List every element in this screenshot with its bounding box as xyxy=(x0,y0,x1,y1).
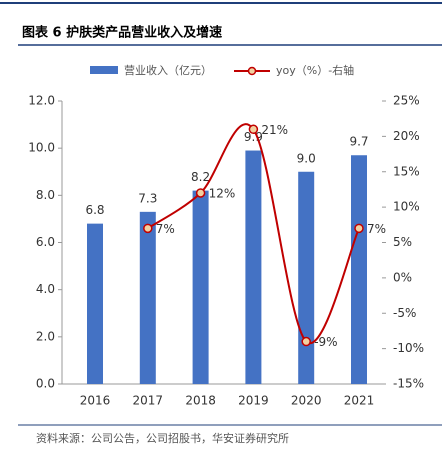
bar-label: 7.3 xyxy=(138,191,157,205)
y-tick-label: 10.0 xyxy=(28,141,55,155)
x-tick-label: 2017 xyxy=(133,394,164,408)
bar xyxy=(87,223,103,384)
line-marker xyxy=(143,223,153,234)
x-tick-label: 2016 xyxy=(80,394,111,408)
line-label: 21% xyxy=(261,123,288,137)
bar xyxy=(245,150,262,384)
line-marker xyxy=(354,223,364,234)
y-tick-label: 2.0 xyxy=(36,329,55,343)
y2-tick-label: 15% xyxy=(393,164,420,178)
bar xyxy=(192,190,209,384)
y-tick-label: 8.0 xyxy=(36,188,55,202)
line-label: -9% xyxy=(314,335,337,349)
bar xyxy=(298,171,315,384)
x-tick-label: 2020 xyxy=(291,394,322,408)
legend-swatch xyxy=(90,66,118,74)
y-tick-label: 6.0 xyxy=(36,235,55,249)
y2-tick-label: 25% xyxy=(393,94,420,108)
line-marker xyxy=(248,124,259,135)
y2-tick-label: 10% xyxy=(393,200,420,214)
y2-tick-label: -15% xyxy=(393,377,424,391)
bar-label: 9.7 xyxy=(349,135,368,149)
bar xyxy=(351,155,367,384)
x-tick-label: 2018 xyxy=(185,394,216,408)
line-marker xyxy=(301,336,311,347)
y2-tick-label: 5% xyxy=(393,235,412,249)
y2-tick-label: 0% xyxy=(393,270,412,284)
bar xyxy=(139,211,156,384)
y2-tick-label: 20% xyxy=(393,129,420,143)
chart-title: 图表 6 护肤类产品营业收入及增速 xyxy=(22,25,222,41)
line-marker xyxy=(195,188,206,198)
bar-label: 6.8 xyxy=(85,203,104,217)
legend-label: yoy（%）-右轴 xyxy=(276,63,354,77)
source: 资料来源：公司公告，公司招股书，华安证券研究所 xyxy=(36,431,289,445)
bar-label: 8.2 xyxy=(191,170,210,184)
x-tick-label: 2019 xyxy=(238,394,269,408)
y2-tick-label: -5% xyxy=(393,306,416,320)
legend-swatch xyxy=(247,66,257,76)
bar-label: 9.0 xyxy=(297,151,316,165)
y-tick-label: 0.0 xyxy=(36,377,55,391)
legend-label: 营业收入（亿元） xyxy=(124,63,212,77)
x-tick-label: 2021 xyxy=(344,394,375,408)
y-tick-label: 4.0 xyxy=(36,282,55,296)
line-label: 7% xyxy=(156,222,175,236)
y-tick-label: 12.0 xyxy=(28,94,55,108)
line-label: 7% xyxy=(367,222,386,236)
y2-tick-label: -10% xyxy=(393,341,424,355)
line-label: 12% xyxy=(209,186,236,200)
